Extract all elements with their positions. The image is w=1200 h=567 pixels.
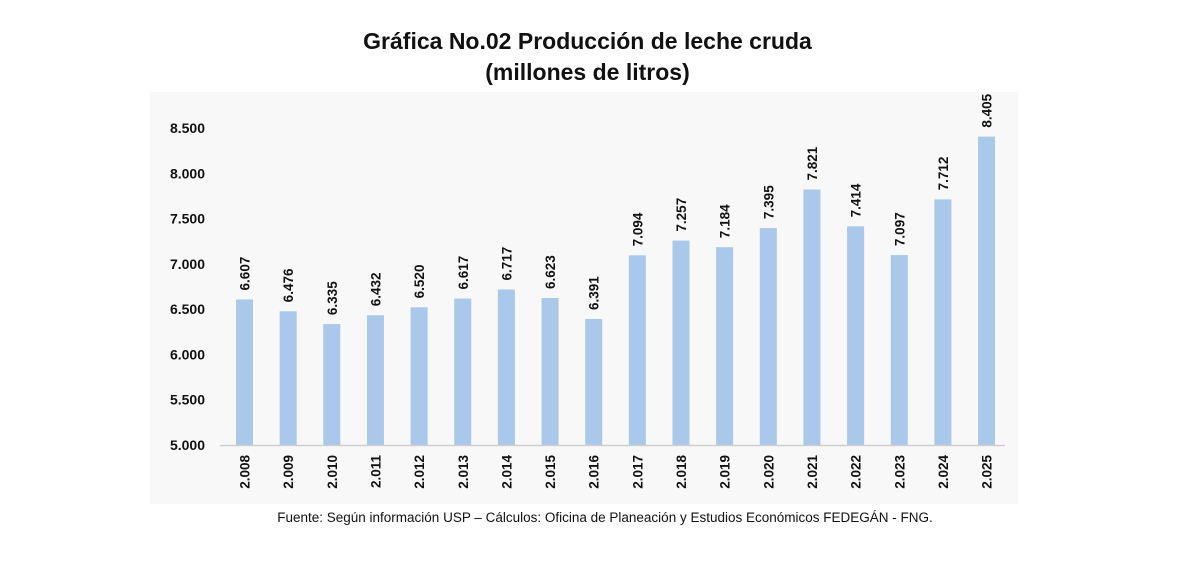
y-tick-label: 6.500 xyxy=(170,301,205,317)
bar-value-label: 6.607 xyxy=(238,257,253,291)
bar-value-label: 6.617 xyxy=(456,256,471,290)
source-note: Fuente: Según información USP – Cálculos… xyxy=(277,510,933,525)
bar xyxy=(847,226,865,445)
bar-value-label: 6.476 xyxy=(281,268,296,302)
x-category-label: 2.012 xyxy=(412,455,427,489)
chart-title-line: Gráfica No.02 Producción de leche cruda xyxy=(363,28,812,54)
x-category-label: 2.025 xyxy=(980,455,995,489)
bar xyxy=(410,307,428,445)
bar xyxy=(803,189,821,445)
x-category-label: 2.022 xyxy=(849,455,864,489)
bar-value-label: 7.184 xyxy=(718,204,733,238)
x-category-label: 2.019 xyxy=(718,455,733,489)
x-category-label: 2.024 xyxy=(936,455,951,489)
y-tick-label: 8.000 xyxy=(170,165,205,181)
bar-value-label: 6.391 xyxy=(587,276,602,310)
bar xyxy=(585,319,603,445)
x-category-label: 2.017 xyxy=(630,455,645,489)
bar-value-label: 7.712 xyxy=(936,157,951,191)
x-category-label: 2.009 xyxy=(281,455,296,489)
bar-value-label: 7.257 xyxy=(674,198,689,232)
bar xyxy=(759,228,777,445)
bar-value-label: 7.395 xyxy=(761,185,776,219)
x-category-label: 2.010 xyxy=(325,455,340,489)
bar xyxy=(716,247,734,445)
x-category-label: 2.015 xyxy=(543,455,558,489)
bar xyxy=(672,240,690,445)
bar xyxy=(628,255,646,445)
bar-value-label: 6.335 xyxy=(325,281,340,315)
bar xyxy=(279,311,297,445)
y-tick-label: 5.500 xyxy=(170,392,205,408)
x-category-label: 2.014 xyxy=(499,455,514,489)
bar-value-label: 6.623 xyxy=(543,255,558,289)
bar xyxy=(236,299,253,445)
y-tick-label: 7.000 xyxy=(170,256,205,272)
bar-value-label: 7.414 xyxy=(849,183,864,217)
bar-value-label: 7.097 xyxy=(892,212,907,246)
bar xyxy=(323,324,341,445)
bar-value-label: 6.520 xyxy=(412,265,427,299)
bar xyxy=(497,289,515,445)
x-category-label: 2.018 xyxy=(674,455,689,489)
y-tick-label: 8.500 xyxy=(170,120,205,136)
y-tick-label: 7.500 xyxy=(170,211,205,227)
bar-value-label: 6.432 xyxy=(368,273,383,307)
bar xyxy=(934,199,952,445)
x-category-label: 2.021 xyxy=(805,455,820,489)
bar xyxy=(541,298,559,445)
bar-value-label: 7.094 xyxy=(630,212,645,246)
bar xyxy=(366,315,384,445)
y-tick-label: 5.000 xyxy=(170,437,205,453)
y-tick-label: 6.000 xyxy=(170,346,205,362)
x-category-label: 2.011 xyxy=(368,455,383,489)
bar xyxy=(454,298,472,445)
chart-subtitle: (millones de litros) xyxy=(485,59,690,85)
chart-title: Gráfica No.02 Producción de leche cruda … xyxy=(0,26,1175,88)
x-category-label: 2.016 xyxy=(587,455,602,489)
bar-value-label: 6.717 xyxy=(499,247,514,281)
x-category-label: 2.023 xyxy=(892,455,907,489)
bar xyxy=(978,136,996,445)
bar xyxy=(890,255,908,445)
x-category-label: 2.008 xyxy=(238,455,253,489)
bar-value-label: 8.405 xyxy=(980,93,995,127)
x-category-label: 2.020 xyxy=(761,455,776,489)
bar-value-label: 7.821 xyxy=(805,146,820,180)
x-category-label: 2.013 xyxy=(456,455,471,489)
